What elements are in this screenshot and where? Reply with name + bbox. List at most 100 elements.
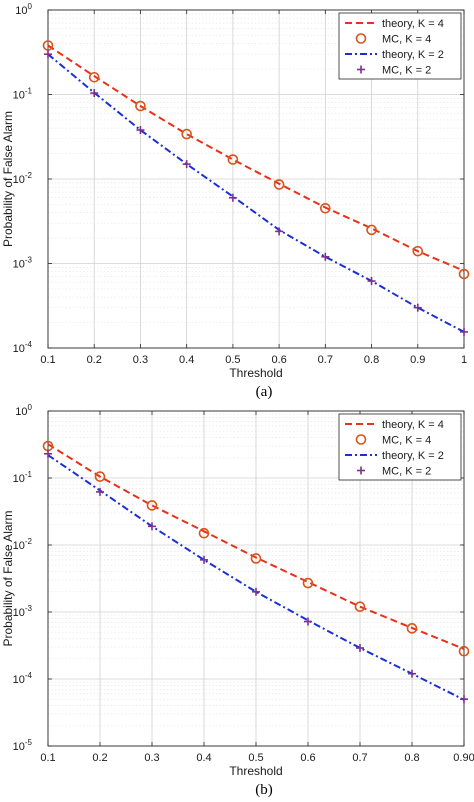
data-point-circle [135, 100, 146, 112]
data-point-circle [320, 203, 331, 214]
x-tick-label: 0.6 [300, 752, 315, 764]
data-point-circle [181, 128, 192, 140]
x-tick-label: 0.90 [453, 752, 474, 764]
data-point-plus [460, 327, 468, 336]
y-axis-label: Probability of False Alarm [1, 111, 15, 247]
y-axis-label: Probability of False Alarm [1, 510, 15, 646]
data-point-circle [94, 471, 106, 482]
y-tick-label: 10-3 [13, 604, 33, 619]
series-mc-k-4 [42, 40, 470, 280]
data-point-plus [304, 617, 312, 626]
data-point-plus [44, 50, 52, 59]
x-axis-label: Threshold [229, 366, 282, 380]
series-theory-k-4 [47, 44, 465, 272]
data-point-circle [366, 224, 377, 236]
legend: theory, K = 4 MC, K = 4 theory, K = 2 MC, K… [338, 12, 462, 80]
x-tick-label: 0.8 [404, 752, 419, 764]
legend-label: MC, K = 2 [382, 466, 431, 478]
legend-label: MC, K = 4 [382, 34, 431, 46]
series-theory-k-2 [47, 53, 465, 333]
legend-label: MC, K = 2 [382, 65, 431, 77]
y-tick-label: 100 [15, 2, 32, 17]
legend: theory, K = 4 MC, K = 4 theory, K = 2 MC, K… [338, 413, 462, 481]
y-tick-label: 10-4 [13, 340, 33, 355]
series-line [47, 44, 465, 272]
data-point-circle [198, 527, 210, 539]
data-point-circle [146, 500, 158, 511]
data-point-plus [200, 555, 208, 564]
data-point-plus [228, 193, 237, 202]
data-point-circle [458, 645, 470, 657]
legend-label: theory, K = 2 [382, 49, 444, 61]
x-tick-label: 0.8 [364, 354, 379, 366]
series-line [47, 454, 465, 701]
y-tick-label: 100 [15, 403, 32, 418]
data-point-plus [367, 277, 376, 286]
data-point-circle [406, 623, 418, 634]
series-mc-k-4 [42, 440, 470, 657]
data-point-circle [458, 268, 470, 280]
series-theory-k-2 [47, 454, 465, 701]
data-point-plus [408, 669, 416, 678]
y-tick-label: 10-2 [13, 537, 33, 552]
y-tick-label: 10-1 [13, 87, 33, 102]
legend-box [338, 413, 462, 481]
x-tick-label: 0.3 [144, 752, 159, 764]
series-mc-k-2 [44, 50, 468, 336]
x-tick-label: 0.7 [352, 752, 367, 764]
legend-marker-circle [355, 33, 367, 44]
data-point-circle [273, 179, 285, 190]
x-tick-label: 0.1 [40, 752, 55, 764]
data-point-plus [90, 89, 99, 98]
data-point-circle [354, 601, 366, 612]
series-line [47, 443, 465, 650]
x-tick-label: 0.3 [133, 354, 148, 366]
x-tick-label: 0.2 [92, 752, 107, 764]
chart-a: 0.1 0.2 0.3 0.4 0.5 0.6 0.7 0.8 0.9 1 10-4 10-3 10-2… [1, 2, 470, 400]
data-point-plus [275, 227, 284, 236]
x-tick-label: 0.5 [248, 752, 263, 764]
series-line [47, 53, 465, 333]
legend-marker-plus [357, 466, 365, 475]
y-tick-label: 10-3 [13, 256, 33, 271]
x-tick-label: 0.4 [196, 752, 211, 764]
data-point-circle [250, 553, 262, 564]
data-point-plus [96, 487, 104, 496]
data-point-plus [460, 695, 468, 704]
legend-label: theory, K = 2 [382, 450, 444, 462]
x-axis-label: Threshold [229, 764, 282, 778]
x-tick-label: 0.9 [410, 354, 425, 366]
data-point-circle [302, 577, 314, 589]
data-point-circle [412, 245, 424, 257]
legend-marker-plus [357, 65, 365, 74]
data-point-plus [321, 252, 330, 261]
x-tick-label: 1 [461, 354, 467, 366]
data-point-plus [182, 160, 191, 169]
y-tick-label: 10-5 [13, 738, 33, 753]
x-tick-label: 0.5 [225, 354, 240, 366]
chart-b: 0.1 0.2 0.3 0.4 0.5 0.6 0.7 0.8 0.90 10-5 10-4 10-3… [1, 403, 474, 798]
y-tick-label: 10-1 [13, 470, 33, 485]
data-point-circle [42, 40, 54, 51]
major-grid [47, 410, 465, 747]
y-tick-label: 10-2 [13, 171, 33, 186]
figure-caption: (b) [255, 782, 273, 798]
series-theory-k-4 [47, 443, 465, 650]
legend-label: MC, K = 4 [382, 435, 431, 447]
data-point-plus [148, 522, 156, 531]
figure-caption: (a) [256, 384, 273, 400]
legend-marker-circle [355, 434, 367, 445]
legend-label: theory, K = 4 [382, 419, 444, 431]
data-point-plus [413, 303, 422, 312]
data-point-plus [44, 449, 52, 458]
x-tick-label: 0.1 [40, 354, 55, 366]
y-tick-label: 10-4 [13, 671, 33, 686]
x-tick-label: 0.2 [87, 354, 102, 366]
data-point-plus [136, 126, 145, 135]
data-point-plus [356, 644, 364, 653]
series-mc-k-2 [44, 449, 468, 704]
x-tick-label: 0.7 [318, 354, 333, 366]
legend-label: theory, K = 4 [382, 18, 444, 30]
x-tick-label: 0.6 [271, 354, 286, 366]
data-point-circle [88, 71, 100, 83]
